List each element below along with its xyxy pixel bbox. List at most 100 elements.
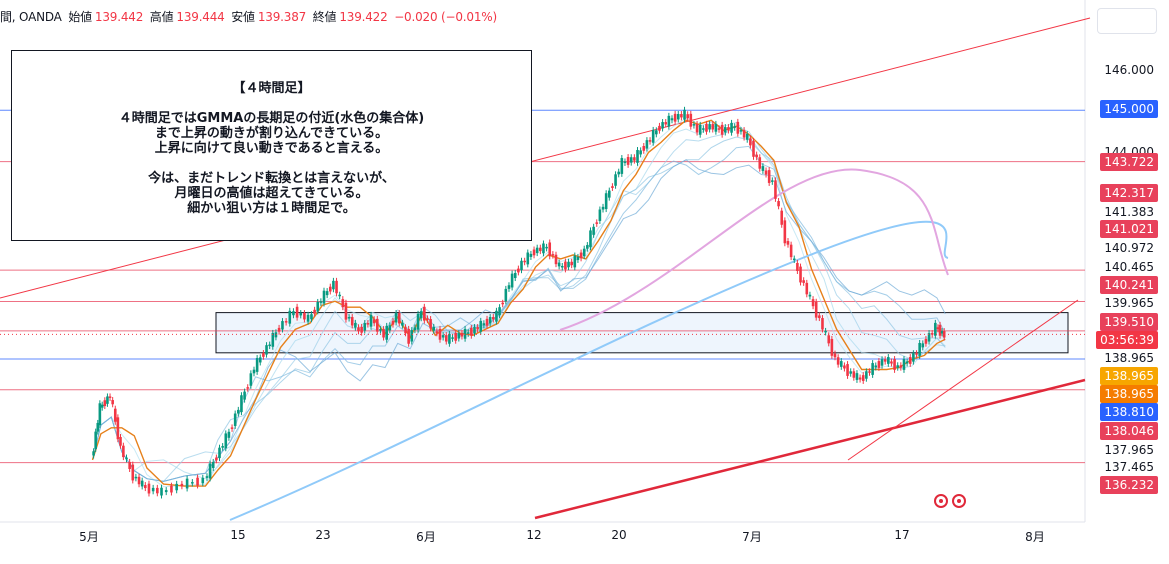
candle-body xyxy=(504,288,508,302)
price-axis-label: 140.465 xyxy=(1104,260,1154,274)
candle-body xyxy=(92,451,95,456)
candle-body xyxy=(749,138,752,146)
candle-body xyxy=(934,322,937,336)
gmma-line xyxy=(92,159,946,482)
candle-body xyxy=(98,403,102,426)
high-label: 高値 xyxy=(149,10,174,24)
candle-body xyxy=(498,307,501,316)
high-value: 139.444 xyxy=(176,10,225,24)
price-axis-label: 145.000 xyxy=(1100,100,1158,118)
event-marker-icon[interactable] xyxy=(934,494,948,508)
candle-body xyxy=(792,258,796,261)
candle-body xyxy=(742,130,746,138)
low-label: 安値 xyxy=(231,10,255,24)
candle-body xyxy=(692,124,696,126)
candle-body xyxy=(767,170,771,183)
candle-body xyxy=(714,123,718,132)
candle-body xyxy=(410,330,414,342)
candle-body xyxy=(736,121,740,134)
candle-body xyxy=(927,333,931,342)
candle-body xyxy=(598,209,602,221)
candle-body xyxy=(423,306,426,321)
candle-body xyxy=(517,268,520,273)
candle-body xyxy=(849,371,852,374)
candle-body xyxy=(476,327,479,330)
candle-body xyxy=(529,253,533,257)
annotation-line: ４時間足ではGMMAの長期足の付近(水色の集合体) xyxy=(118,111,425,126)
candle-body xyxy=(802,280,805,283)
purple-moving-average xyxy=(559,168,949,331)
annotation-line: 月曜日の高値は超えてきている。 xyxy=(174,186,369,201)
candle-body xyxy=(306,314,310,322)
time-axis-label: 6月 xyxy=(416,530,436,544)
time-axis-label: 20 xyxy=(611,528,627,542)
candle-body xyxy=(658,125,661,131)
candle-body xyxy=(890,361,893,364)
candle-body xyxy=(258,357,262,363)
candle-body xyxy=(426,318,429,320)
event-marker-icon[interactable] xyxy=(952,494,966,508)
open-label: 始値 xyxy=(68,10,92,24)
orange-moving-average xyxy=(91,119,946,487)
candle-body xyxy=(642,146,646,151)
candle-body xyxy=(683,109,686,120)
candle-body xyxy=(100,404,104,408)
candle-body xyxy=(140,480,144,487)
candle-body xyxy=(554,254,558,265)
candle-body xyxy=(322,290,326,304)
candle-body xyxy=(542,243,545,254)
price-axis-label: 139.965 xyxy=(1104,296,1154,310)
candle-body xyxy=(633,157,636,161)
candle-body xyxy=(532,249,536,256)
candle-body xyxy=(382,329,385,338)
price-axis-label: 141.021 xyxy=(1100,220,1158,238)
candle-body xyxy=(319,301,323,303)
candle-body xyxy=(893,359,896,370)
candle-body xyxy=(839,361,843,367)
candle-body xyxy=(429,319,432,329)
candle-body xyxy=(648,140,652,142)
candle-body xyxy=(720,124,724,135)
candle-body xyxy=(470,327,473,336)
candle-body xyxy=(539,247,542,252)
candle-body xyxy=(576,256,580,260)
toolbar-box[interactable] xyxy=(1097,8,1157,34)
candle-body xyxy=(205,476,209,478)
candle-body xyxy=(243,391,246,400)
open-value: 139.442 xyxy=(94,10,144,24)
candle-body xyxy=(441,335,445,338)
candle-body xyxy=(877,361,881,368)
candle-body xyxy=(246,387,250,389)
close-label: 終値 xyxy=(312,10,337,24)
candle-body xyxy=(645,140,649,149)
candle-body xyxy=(274,332,278,338)
candle-body xyxy=(385,325,389,340)
candle-body xyxy=(444,335,448,342)
candle-body xyxy=(451,337,454,339)
candle-body xyxy=(128,461,131,469)
candle-body xyxy=(636,150,639,163)
candle-body xyxy=(601,206,605,210)
time-axis-label: 15 xyxy=(230,528,246,542)
candle-body xyxy=(281,321,284,330)
candle-body xyxy=(507,285,511,289)
candle-body xyxy=(705,123,708,132)
candle-body xyxy=(295,306,299,318)
candle-body xyxy=(237,409,240,414)
annotation-paragraph-1: ４時間足ではGMMAの長期足の付近(水色の集合体) まで上昇の動きが割り込んでき… xyxy=(12,111,531,156)
price-axis-label: 143.722 xyxy=(1100,153,1158,171)
candle-body xyxy=(789,244,793,258)
candle-body xyxy=(883,359,887,362)
candle-body xyxy=(407,328,410,344)
candle-body xyxy=(560,265,564,268)
candle-body xyxy=(122,445,125,458)
candle-body xyxy=(921,343,925,348)
candle-body xyxy=(268,344,271,347)
candle-body xyxy=(786,241,790,245)
candle-body xyxy=(664,122,668,125)
candle-body xyxy=(733,126,736,128)
candle-body xyxy=(341,299,345,308)
annotation-box[interactable]: 【４時間足】 ４時間足ではGMMAの長期足の付近(水色の集合体) まで上昇の動き… xyxy=(11,50,532,241)
candle-body xyxy=(316,301,320,312)
